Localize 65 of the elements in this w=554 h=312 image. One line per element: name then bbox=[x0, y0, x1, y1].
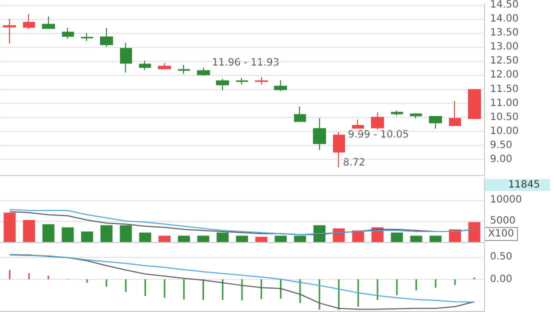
y-tick-label: 10000 bbox=[490, 194, 522, 206]
bar bbox=[158, 236, 171, 242]
candlestick bbox=[371, 112, 384, 130]
y-tick-label: 0.00 bbox=[490, 274, 512, 285]
bar bbox=[255, 236, 268, 242]
y-tick-label: 14.50 bbox=[490, 0, 519, 10]
bar bbox=[197, 236, 210, 242]
y-tick-label: 5000 bbox=[490, 216, 516, 227]
y-tick-label: 11.50 bbox=[490, 84, 519, 95]
y-tick-label: 14.00 bbox=[490, 14, 519, 25]
bar bbox=[390, 232, 403, 242]
candlestick bbox=[468, 89, 481, 120]
candlestick bbox=[352, 119, 364, 129]
candlestick bbox=[197, 67, 210, 76]
candlestick bbox=[158, 62, 171, 70]
candlestick bbox=[178, 64, 190, 75]
candlestick bbox=[139, 60, 151, 70]
candlestick bbox=[42, 16, 55, 29]
bar bbox=[120, 225, 132, 242]
y-tick-label: 12.00 bbox=[490, 70, 519, 81]
bar bbox=[4, 212, 16, 242]
bar bbox=[62, 227, 74, 242]
bar bbox=[81, 232, 94, 242]
candlestick bbox=[100, 28, 113, 48]
candlestick bbox=[333, 132, 345, 168]
candlestick bbox=[410, 112, 422, 119]
text: X100 bbox=[488, 228, 514, 240]
bar bbox=[178, 236, 190, 242]
candlestick bbox=[449, 100, 461, 126]
bar bbox=[216, 232, 229, 242]
candlestick bbox=[391, 110, 403, 116]
bar bbox=[468, 222, 480, 242]
y-tick-label: 10.50 bbox=[490, 112, 519, 123]
candlestick bbox=[313, 118, 326, 150]
y-tick-label: 10.00 bbox=[490, 126, 519, 137]
bar bbox=[410, 236, 422, 242]
candlestick bbox=[62, 27, 74, 40]
candlestick bbox=[236, 78, 248, 86]
candlestick bbox=[274, 80, 287, 92]
y-tick-label: 9.00 bbox=[490, 154, 512, 166]
bar bbox=[448, 229, 461, 242]
candlestick bbox=[255, 76, 268, 86]
candlestick bbox=[294, 106, 306, 122]
bar bbox=[294, 236, 306, 242]
y-tick-label: 9.50 bbox=[490, 140, 512, 151]
y-tick-label: 13.00 bbox=[490, 42, 519, 53]
y-tick-label: 13.50 bbox=[490, 28, 519, 39]
y-tick-label: 0.50 bbox=[490, 252, 512, 263]
candlestick bbox=[429, 116, 442, 130]
bar bbox=[236, 236, 248, 242]
candlestick bbox=[23, 14, 35, 30]
bar bbox=[352, 230, 364, 242]
y-tick-label: 11.00 bbox=[490, 98, 519, 109]
candlestick bbox=[81, 32, 93, 42]
y-tick-label: 12.50 bbox=[490, 56, 519, 67]
bar bbox=[430, 236, 442, 242]
candlestick bbox=[120, 42, 132, 73]
candlestick bbox=[216, 78, 229, 91]
candlestick bbox=[3, 18, 16, 44]
bar bbox=[139, 232, 152, 242]
bar bbox=[23, 220, 36, 242]
bar bbox=[42, 224, 54, 242]
bar bbox=[100, 225, 112, 242]
text: 11845 bbox=[508, 180, 540, 190]
bar bbox=[274, 236, 287, 242]
